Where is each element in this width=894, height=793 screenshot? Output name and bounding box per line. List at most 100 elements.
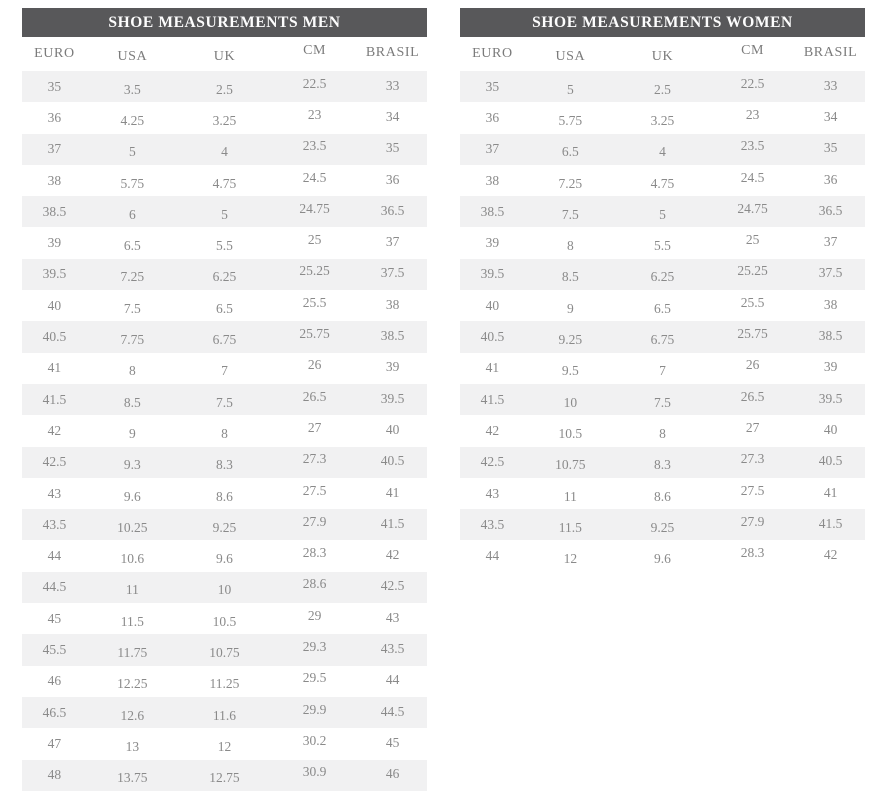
cell-value: 41.5 [380, 515, 405, 531]
cell-value: 9 [128, 425, 136, 441]
cell-value: 4.75 [212, 175, 237, 191]
cell-value: 38 [823, 296, 838, 312]
table-cell: 29.3 [271, 634, 358, 665]
table-cell: 7.5 [525, 196, 616, 227]
table-cell: 25 [271, 227, 358, 258]
table-cell: 10.75 [178, 634, 271, 665]
table-row: 43.5 11.5 9.25 27.9 41.5 [460, 509, 865, 541]
table-cell: 38 [460, 165, 525, 196]
column-header-label: EURO [472, 46, 513, 61]
table-cell: 10 [178, 572, 271, 603]
cell-value: 34 [385, 108, 400, 124]
cell-value: 29 [307, 607, 322, 623]
table-cell: 38.5 [358, 321, 427, 352]
cell-value: 11.6 [212, 707, 237, 723]
table-cell: 40.5 [796, 447, 865, 478]
cell-value: 42 [47, 422, 62, 438]
table-row: 45.5 11.75 10.75 29.3 43.5 [22, 634, 427, 666]
cell-value: 10.75 [209, 644, 240, 660]
cell-value: 11.25 [209, 676, 240, 692]
cell-value: 2.5 [216, 81, 233, 97]
table-cell: 26.5 [271, 384, 358, 415]
cell-value: 10.25 [117, 519, 148, 535]
table-cell: 41.5 [460, 384, 525, 415]
cell-value: 2.5 [654, 81, 671, 97]
cell-value: 37 [823, 234, 838, 250]
table-cell: 41 [460, 353, 525, 384]
cell-value: 5.5 [216, 238, 233, 254]
cell-value: 36.5 [818, 202, 843, 218]
table-cell: 36 [22, 102, 87, 133]
table-cell: 13 [87, 728, 178, 759]
cell-value: 9.6 [216, 551, 233, 567]
cell-value: 44 [385, 672, 400, 688]
cell-value: 28.3 [740, 545, 765, 561]
table-row: 41.5 8.5 7.5 26.5 39.5 [22, 383, 427, 416]
table-cell: 22.5 [271, 71, 358, 102]
table-cell: 9 [87, 415, 178, 446]
table-cell: 39.5 [460, 259, 525, 290]
cell-value: 23 [307, 106, 322, 122]
cell-value: 12 [217, 738, 232, 754]
table-cell: 9.3 [87, 447, 178, 478]
table-cell: 38.5 [796, 321, 865, 352]
table-cell: 12.75 [178, 760, 271, 791]
cell-value: 43 [385, 609, 400, 625]
table-row: 38.5 6 5 24.75 36.5 [22, 196, 427, 228]
table-row: 39.5 7.25 6.25 25.25 37.5 [22, 258, 427, 291]
cell-value: 38 [485, 172, 500, 188]
cell-value: 27.3 [302, 451, 327, 467]
cell-value: 35 [47, 78, 62, 94]
women-table-title: SHOE MEASUREMENTS WOMEN [460, 8, 865, 37]
table-cell: 36.5 [796, 196, 865, 227]
table-row: 48 13.75 12.75 30.9 46 [22, 759, 427, 791]
cell-value: 36 [823, 171, 838, 187]
table-cell: 8.6 [616, 478, 709, 509]
table-cell: 5.75 [525, 102, 616, 133]
column-header-uk: UK [616, 37, 709, 71]
table-cell: 39 [22, 227, 87, 258]
cell-value: 7.5 [216, 394, 233, 410]
table-cell: 13.75 [87, 760, 178, 791]
cell-value: 43.5 [380, 640, 405, 656]
table-cell: 27.9 [709, 509, 796, 540]
cell-value: 11.5 [558, 519, 582, 535]
cell-value: 36 [385, 171, 400, 187]
cell-value: 27 [745, 419, 760, 435]
women-table: EURO USA UK CM BRASIL 35 5 2.5 22.5 33 36 5.75 3.25… [460, 37, 865, 572]
table-cell: 37.5 [358, 259, 427, 290]
table-cell: 3.25 [178, 102, 271, 133]
cell-value: 45.5 [42, 641, 67, 657]
table-cell: 39.5 [796, 384, 865, 415]
cell-value: 40 [385, 421, 400, 437]
table-row: 37 6.5 4 23.5 35 [460, 133, 865, 165]
table-cell: 44 [22, 540, 87, 571]
table-row: 35 3.5 2.5 22.5 33 [22, 71, 427, 103]
cell-value: 28.3 [302, 545, 327, 561]
cell-value: 3.25 [650, 112, 675, 128]
table-cell: 8.5 [525, 259, 616, 290]
table-cell: 41 [22, 353, 87, 384]
table-cell: 36.5 [358, 196, 427, 227]
cell-value: 39 [385, 359, 400, 375]
column-header-usa: USA [87, 37, 178, 71]
table-cell: 42 [358, 540, 427, 571]
women-size-table: SHOE MEASUREMENTS WOMEN EURO USA UK CM BRASI… [460, 8, 865, 791]
table-cell: 25.25 [271, 259, 358, 290]
table-cell: 41.5 [358, 509, 427, 540]
cell-value: 8.6 [216, 488, 233, 504]
table-cell: 40 [22, 290, 87, 321]
cell-value: 9.25 [212, 519, 237, 535]
cell-value: 6.75 [212, 332, 237, 348]
table-cell: 43 [22, 478, 87, 509]
cell-value: 41 [485, 360, 500, 376]
table-cell: 29.5 [271, 666, 358, 697]
table-cell: 38.5 [22, 196, 87, 227]
cell-value: 36 [47, 109, 62, 125]
table-cell: 8 [525, 227, 616, 258]
cell-value: 25.5 [302, 294, 327, 310]
cell-value: 24.75 [299, 200, 330, 216]
cell-value: 38.5 [42, 203, 67, 219]
column-header-row: EURO USA UK CM BRASIL [460, 37, 865, 71]
table-row: 44.5 11 10 28.6 42.5 [22, 571, 427, 604]
